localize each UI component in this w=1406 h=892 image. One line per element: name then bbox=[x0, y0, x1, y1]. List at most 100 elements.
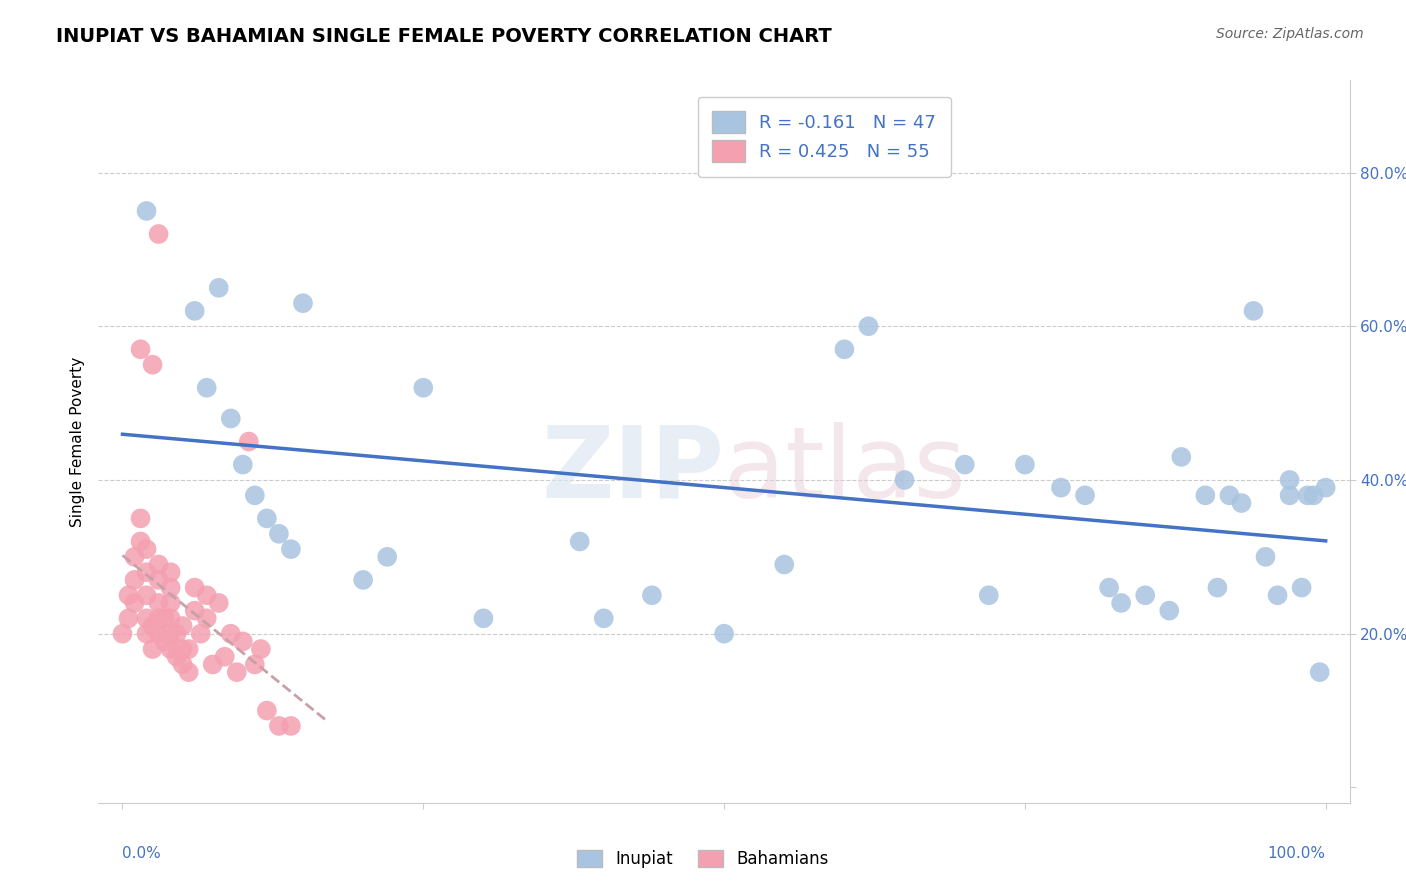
Point bbox=[159, 626, 181, 640]
Point bbox=[472, 611, 495, 625]
Point bbox=[1278, 473, 1301, 487]
Point bbox=[214, 649, 236, 664]
Point bbox=[1194, 488, 1216, 502]
Point bbox=[568, 534, 591, 549]
Point bbox=[159, 596, 181, 610]
Point bbox=[172, 642, 194, 657]
Point bbox=[153, 634, 176, 648]
Point bbox=[159, 611, 181, 625]
Point bbox=[1291, 581, 1313, 595]
Point bbox=[1159, 604, 1181, 618]
Point bbox=[1296, 488, 1319, 502]
Point bbox=[1170, 450, 1192, 464]
Text: INUPIAT VS BAHAMIAN SINGLE FEMALE POVERTY CORRELATION CHART: INUPIAT VS BAHAMIAN SINGLE FEMALE POVERT… bbox=[56, 27, 832, 45]
Text: Source: ZipAtlas.com: Source: ZipAtlas.com bbox=[1216, 27, 1364, 41]
Point bbox=[375, 549, 398, 564]
Point bbox=[1230, 496, 1253, 510]
Text: atlas: atlas bbox=[724, 422, 966, 519]
Point bbox=[243, 657, 266, 672]
Point bbox=[177, 665, 200, 680]
Legend: Inupiat, Bahamians: Inupiat, Bahamians bbox=[571, 843, 835, 875]
Point bbox=[190, 626, 212, 640]
Text: 100.0%: 100.0% bbox=[1268, 847, 1326, 861]
Point bbox=[1315, 481, 1337, 495]
Text: 0.0%: 0.0% bbox=[122, 847, 162, 861]
Point bbox=[201, 657, 224, 672]
Point bbox=[1278, 488, 1301, 502]
Point bbox=[135, 203, 157, 218]
Point bbox=[250, 642, 273, 657]
Point bbox=[219, 626, 242, 640]
Point bbox=[135, 611, 157, 625]
Point bbox=[172, 619, 194, 633]
Point bbox=[195, 381, 218, 395]
Point bbox=[232, 634, 254, 648]
Point bbox=[280, 719, 302, 733]
Point bbox=[148, 626, 170, 640]
Point bbox=[953, 458, 976, 472]
Point bbox=[135, 588, 157, 602]
Point bbox=[592, 611, 614, 625]
Point bbox=[1309, 665, 1331, 680]
Point bbox=[135, 542, 157, 557]
Point bbox=[183, 304, 205, 318]
Point bbox=[159, 642, 181, 657]
Point bbox=[291, 296, 314, 310]
Point bbox=[1243, 304, 1265, 318]
Point bbox=[243, 488, 266, 502]
Point bbox=[238, 434, 260, 449]
Point bbox=[148, 573, 170, 587]
Point bbox=[267, 719, 290, 733]
Point bbox=[858, 319, 880, 334]
Point bbox=[412, 381, 434, 395]
Point bbox=[129, 343, 152, 357]
Point bbox=[124, 549, 146, 564]
Point bbox=[148, 558, 170, 572]
Point bbox=[256, 704, 278, 718]
Point bbox=[977, 588, 1000, 602]
Text: ZIP: ZIP bbox=[541, 422, 724, 519]
Point bbox=[232, 458, 254, 472]
Y-axis label: Single Female Poverty: Single Female Poverty bbox=[69, 357, 84, 526]
Point bbox=[153, 611, 176, 625]
Point bbox=[117, 611, 139, 625]
Point bbox=[159, 565, 181, 579]
Point bbox=[148, 611, 170, 625]
Point bbox=[267, 526, 290, 541]
Point bbox=[124, 573, 146, 587]
Point bbox=[148, 596, 170, 610]
Point bbox=[129, 534, 152, 549]
Point bbox=[219, 411, 242, 425]
Point bbox=[280, 542, 302, 557]
Point bbox=[172, 657, 194, 672]
Point bbox=[225, 665, 247, 680]
Point bbox=[1135, 588, 1157, 602]
Point bbox=[183, 581, 205, 595]
Point bbox=[1050, 481, 1073, 495]
Point bbox=[111, 626, 134, 640]
Point bbox=[142, 642, 165, 657]
Point bbox=[177, 642, 200, 657]
Point bbox=[352, 573, 374, 587]
Point bbox=[713, 626, 735, 640]
Point bbox=[148, 227, 170, 241]
Point bbox=[1109, 596, 1132, 610]
Point bbox=[166, 626, 188, 640]
Point bbox=[1267, 588, 1289, 602]
Point bbox=[1014, 458, 1036, 472]
Point bbox=[1302, 488, 1324, 502]
Point bbox=[893, 473, 915, 487]
Point bbox=[256, 511, 278, 525]
Point bbox=[142, 619, 165, 633]
Point bbox=[1254, 549, 1277, 564]
Point bbox=[641, 588, 664, 602]
Point bbox=[195, 611, 218, 625]
Point bbox=[208, 281, 231, 295]
Point bbox=[135, 626, 157, 640]
Point bbox=[183, 604, 205, 618]
Point bbox=[1074, 488, 1097, 502]
Point bbox=[124, 596, 146, 610]
Point bbox=[142, 358, 165, 372]
Point bbox=[117, 588, 139, 602]
Point bbox=[208, 596, 231, 610]
